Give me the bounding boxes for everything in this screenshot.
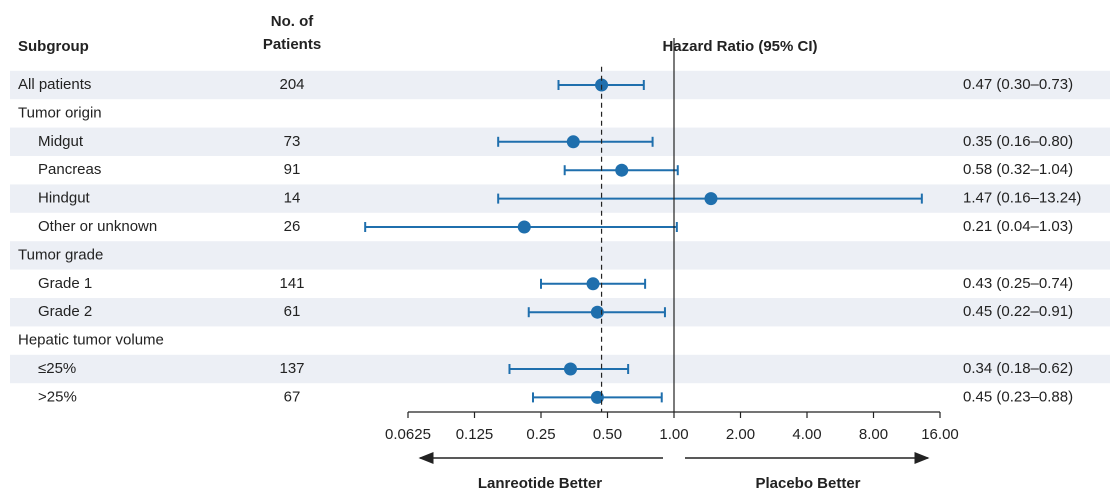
ci-label: 0.21 (0.04–1.03) — [963, 218, 1073, 235]
x-tick-label: 0.25 — [526, 426, 555, 443]
ci-label: 0.34 (0.18–0.62) — [963, 360, 1073, 377]
ci-label: 0.58 (0.32–1.04) — [963, 161, 1073, 178]
ci-label: 0.43 (0.25–0.74) — [963, 275, 1073, 292]
subgroup-label: Midgut — [38, 133, 84, 150]
ci-label: 0.35 (0.16–0.80) — [963, 133, 1073, 150]
patients: 91 — [284, 161, 301, 178]
point — [563, 362, 577, 376]
x-tick-label: 1.00 — [659, 426, 688, 443]
patients-header: No. of — [271, 13, 314, 30]
x-tick-label: 2.00 — [726, 426, 755, 443]
ci-label: 1.47 (0.16–13.24) — [963, 190, 1081, 207]
x-tick-label: 0.0625 — [385, 426, 431, 443]
subgroup-label: Other or unknown — [38, 218, 157, 235]
subgroup-label: Hepatic tumor volume — [18, 332, 164, 349]
patients: 141 — [279, 275, 304, 292]
ci-label: 0.45 (0.23–0.88) — [963, 388, 1073, 405]
point — [586, 277, 600, 291]
chart-title: Hazard Ratio (95% CI) — [662, 38, 817, 55]
subgroup-label: Pancreas — [38, 161, 101, 178]
ci-label: 0.47 (0.30–0.73) — [963, 76, 1073, 93]
point — [704, 192, 718, 206]
patients: 67 — [284, 388, 301, 405]
ci-label: 0.45 (0.22–0.91) — [963, 303, 1073, 320]
x-tick-label: 0.125 — [456, 426, 494, 443]
subgroup-label: >25% — [38, 388, 77, 405]
subgroup-label: All patients — [18, 76, 91, 93]
patients: 137 — [279, 360, 304, 377]
row-band — [10, 241, 1110, 270]
subgroup-label: Hindgut — [38, 190, 91, 207]
left-label: Lanreotide Better — [478, 475, 602, 492]
x-tick-label: 8.00 — [859, 426, 888, 443]
subgroup-label: Tumor origin — [18, 104, 102, 121]
patients: 61 — [284, 303, 301, 320]
right-label: Placebo Better — [755, 475, 860, 492]
patients: 14 — [284, 190, 301, 207]
x-tick-label: 16.00 — [921, 426, 959, 443]
patients-header: Patients — [263, 36, 321, 53]
point — [590, 390, 604, 404]
subgroup-label: ≤25% — [38, 360, 76, 377]
x-tick-label: 0.50 — [593, 426, 622, 443]
subgroup-header: Subgroup — [18, 38, 89, 55]
patients: 204 — [279, 76, 304, 93]
point — [615, 163, 629, 177]
point — [517, 220, 531, 234]
subgroup-label: Grade 2 — [38, 303, 92, 320]
point — [590, 305, 604, 319]
point — [566, 135, 580, 149]
subgroup-label: Tumor grade — [18, 246, 103, 263]
patients: 73 — [284, 133, 301, 150]
patients: 26 — [284, 218, 301, 235]
x-tick-label: 4.00 — [792, 426, 821, 443]
subgroup-label: Grade 1 — [38, 275, 92, 292]
